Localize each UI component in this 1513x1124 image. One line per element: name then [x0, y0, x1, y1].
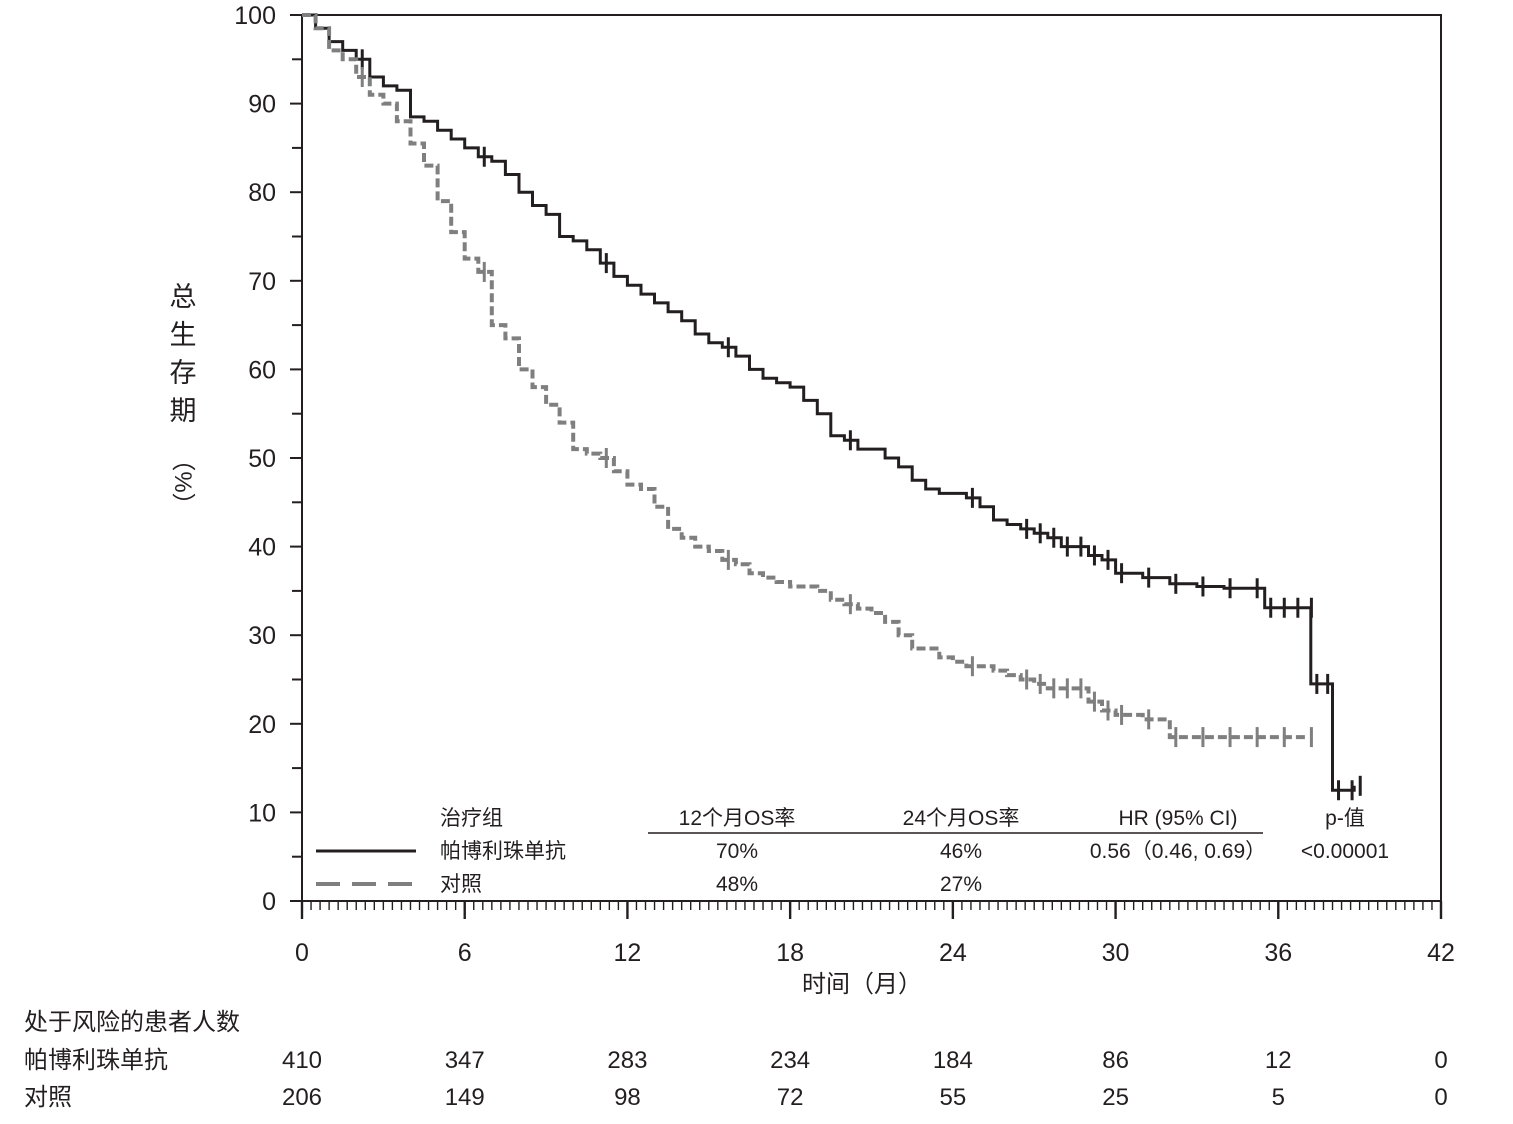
x-tick-label: 36	[1264, 939, 1292, 967]
x-axis: 0 6 12 18 24 30 36 42	[295, 901, 1455, 967]
risk-row-value: 0	[1434, 1084, 1447, 1111]
x-axis-label: 时间（月）	[802, 971, 922, 998]
legend-header-hr: HR (95% CI)	[1118, 807, 1237, 830]
risk-table-title: 处于风险的患者人数	[24, 1009, 240, 1036]
y-tick-label: 30	[248, 622, 276, 650]
risk-row-value: 184	[933, 1047, 973, 1074]
risk-row-value: 206	[282, 1084, 322, 1111]
y-tick-label: 0	[262, 888, 276, 916]
legend-header-group: 治疗组	[440, 807, 503, 830]
risk-row-value: 98	[614, 1084, 641, 1111]
risk-row-value: 72	[777, 1084, 804, 1111]
y-tick-label: 60	[248, 356, 276, 384]
legend-header-os12: 12个月OS率	[679, 807, 796, 830]
y-tick-label: 70	[248, 268, 276, 296]
risk-row-value: 0	[1434, 1047, 1447, 1074]
risk-row-value: 347	[445, 1047, 485, 1074]
legend-row-hr: 0.56（0.46, 0.69）	[1090, 840, 1266, 863]
risk-row-value: 55	[940, 1084, 967, 1111]
series-line-control	[302, 13, 1306, 740]
legend-row-os24: 27%	[940, 873, 982, 896]
y-axis-label-unit: （%）	[169, 447, 196, 516]
x-tick-label: 24	[939, 939, 967, 967]
legend-row-p: <0.00001	[1301, 840, 1389, 863]
risk-row-value: 149	[445, 1084, 485, 1111]
risk-row-value: 12	[1265, 1047, 1292, 1074]
legend-row-os24: 46%	[940, 840, 982, 863]
legend-row-os12: 48%	[716, 873, 758, 896]
x-axis-label-group: 时间（月）	[802, 971, 922, 998]
y-tick-label: 10	[248, 799, 276, 827]
y-tick-label: 20	[248, 711, 276, 739]
risk-row-value: 5	[1272, 1084, 1285, 1111]
y-tick-label: 50	[248, 445, 276, 473]
y-axis: 0 10 20 30 40 50 60 70 80 90 100	[234, 2, 302, 916]
x-tick-label: 42	[1427, 939, 1455, 967]
risk-row-value: 86	[1102, 1047, 1129, 1074]
legend-row-os12: 70%	[716, 840, 758, 863]
risk-row-name: 帕博利珠单抗	[24, 1047, 168, 1074]
y-tick-label: 80	[248, 179, 276, 207]
y-tick-label: 40	[248, 534, 276, 562]
x-tick-label: 12	[614, 939, 642, 967]
risk-row-value: 25	[1102, 1084, 1129, 1111]
y-axis-label-char: 总	[170, 282, 197, 312]
x-tick-label: 30	[1102, 939, 1130, 967]
x-tick-label: 6	[458, 939, 472, 967]
y-tick-label: 90	[248, 91, 276, 119]
legend-row-name: 帕博利珠单抗	[440, 840, 566, 863]
x-tick-label: 0	[295, 939, 309, 967]
y-axis-label-char: 存	[170, 358, 197, 388]
y-axis-label-char: 期	[170, 396, 197, 426]
y-axis-label-char: 生	[170, 320, 197, 350]
legend-header-os24: 24个月OS率	[903, 807, 1020, 830]
risk-row-value: 283	[607, 1047, 647, 1074]
y-tick-label: 100	[234, 2, 276, 30]
series-line-pembrolizumab	[302, 13, 1356, 792]
risk-row-value: 410	[282, 1047, 322, 1074]
legend-row-name: 对照	[440, 873, 482, 896]
survival-curves	[302, 13, 1362, 801]
risk-row-name: 对照	[24, 1084, 72, 1111]
x-tick-label: 18	[776, 939, 804, 967]
risk-row-value: 234	[770, 1047, 810, 1074]
legend-header-p: p-值	[1325, 807, 1365, 830]
